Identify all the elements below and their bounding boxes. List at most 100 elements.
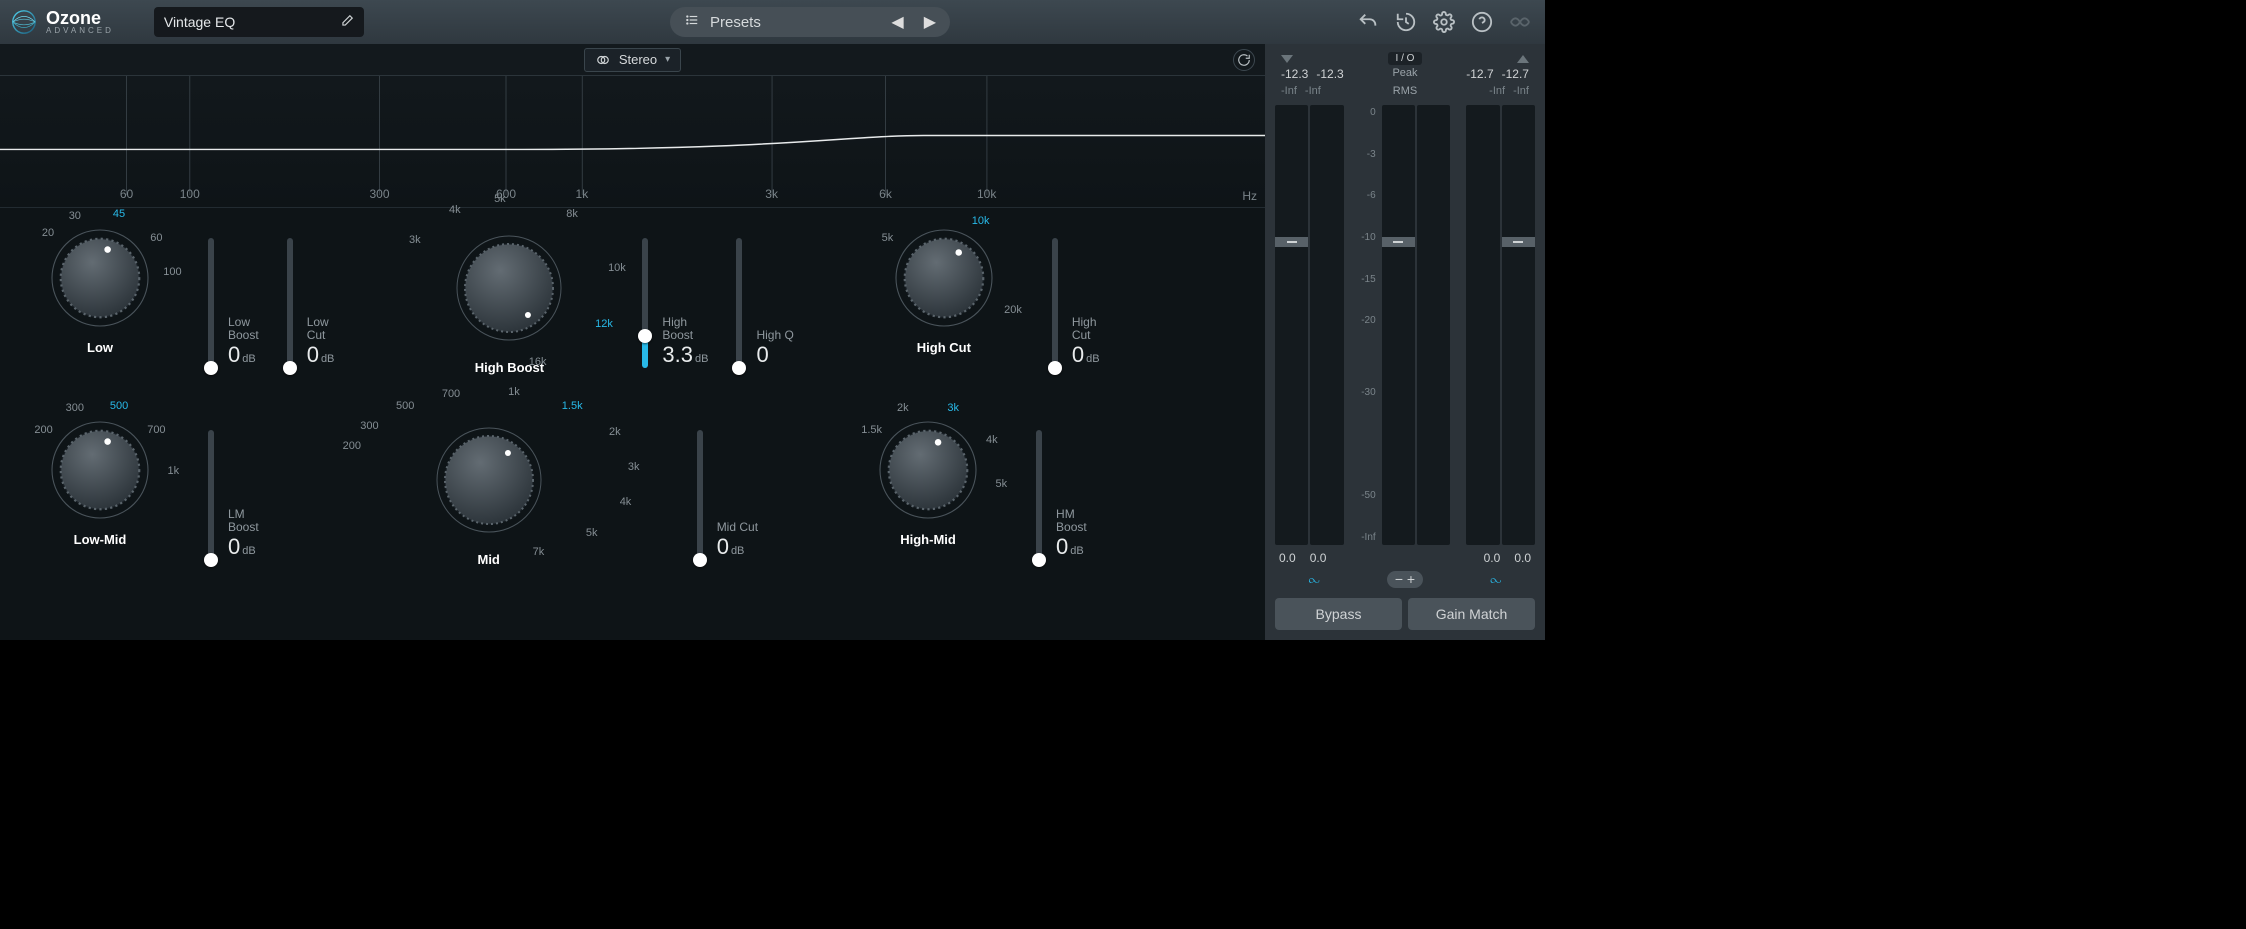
- out-peak-l: -12.7: [1466, 67, 1493, 81]
- settings-button[interactable]: [1433, 11, 1455, 33]
- out-peak-r: -12.7: [1502, 67, 1529, 81]
- preset-next-button[interactable]: ▶: [924, 12, 936, 32]
- meters: 0-3-6-10-15-20-30-50-Inf: [1275, 99, 1535, 551]
- slider-value: 0dB: [717, 534, 758, 560]
- slider-high-q: High Q 0: [728, 218, 793, 368]
- out-link-button[interactable]: ⧜: [1490, 571, 1501, 588]
- freq-tick: 6k: [879, 187, 892, 201]
- bypass-button[interactable]: Bypass: [1275, 598, 1402, 630]
- slider-title: HighCut: [1072, 316, 1100, 342]
- knob-low-mid[interactable]: Low-Mid2003005007001k: [20, 410, 180, 570]
- in-meter-l[interactable]: [1275, 105, 1308, 545]
- channel-mode-text: Stereo: [619, 52, 657, 67]
- frequency-axis: 601003006001k3k6k10k: [0, 187, 1265, 203]
- out2-meter-r[interactable]: [1502, 105, 1535, 545]
- spectrum-display[interactable]: 601003006001k3k6k10k Hz: [0, 76, 1265, 208]
- knob-tick: 100: [163, 266, 181, 278]
- gain-match-button[interactable]: Gain Match: [1408, 598, 1535, 630]
- controls-row-2: Low-Mid2003005007001k LMBoost 0dB Mid 200…: [20, 410, 1245, 590]
- slider-track[interactable]: [1044, 238, 1066, 368]
- app-root: Ozone ADVANCED Vintage EQ Presets ◀ ▶: [0, 0, 1545, 640]
- knob-tick: 5k: [494, 193, 506, 205]
- preset-name-field[interactable]: Vintage EQ: [154, 7, 364, 37]
- topbar: Ozone ADVANCED Vintage EQ Presets ◀ ▶: [0, 0, 1545, 44]
- knob-label: Mid: [477, 552, 499, 567]
- knob-label: High-Mid: [900, 532, 956, 547]
- slider-track[interactable]: [200, 238, 222, 368]
- chevron-down-icon: ▾: [665, 54, 670, 65]
- brand-subtitle: ADVANCED: [46, 27, 114, 35]
- brand-logo-icon: [10, 8, 38, 36]
- peak-label: Peak: [1392, 67, 1417, 81]
- slider-value: 0dB: [1072, 342, 1100, 368]
- history-button[interactable]: [1395, 11, 1417, 33]
- edit-icon[interactable]: [340, 14, 354, 31]
- io-label[interactable]: I / O: [1388, 52, 1423, 65]
- slider-title: Mid Cut: [717, 521, 758, 534]
- knob-tick: 3k: [409, 234, 421, 246]
- help-button[interactable]: [1471, 11, 1493, 33]
- slider-title: HMBoost: [1056, 508, 1087, 534]
- knob-low[interactable]: Low20304560100: [20, 218, 180, 378]
- polarity-button[interactable]: − +: [1387, 571, 1423, 588]
- knob-tick: 300: [360, 420, 378, 432]
- izotope-icon[interactable]: [1509, 11, 1531, 33]
- slider-track[interactable]: [634, 238, 656, 368]
- in-link-button[interactable]: ⧜: [1308, 571, 1319, 588]
- preset-browser[interactable]: Presets ◀ ▶: [670, 7, 950, 37]
- knob-tick: 1.5k: [562, 400, 583, 412]
- out-meter-r[interactable]: [1417, 105, 1450, 545]
- knob-tick: 12k: [595, 318, 613, 330]
- slider-track[interactable]: [279, 238, 301, 368]
- undo-button[interactable]: [1357, 11, 1379, 33]
- knob-tick: 5k: [882, 232, 894, 244]
- slider-track[interactable]: [1028, 430, 1050, 560]
- channel-row: Stereo ▾: [0, 44, 1265, 76]
- slider-track[interactable]: [200, 430, 222, 560]
- knob-high-cut[interactable]: High Cut5k10k20k: [864, 218, 1024, 378]
- slider-high-cut: HighCut 0dB: [1044, 218, 1100, 368]
- output-collapse-icon[interactable]: [1517, 55, 1529, 63]
- knob-tick: 300: [66, 402, 84, 414]
- slider-lm-boost: LMBoost 0dB: [200, 410, 259, 560]
- knob-tick: 700: [442, 388, 460, 400]
- freq-tick: 1k: [576, 187, 589, 201]
- preset-prev-button[interactable]: ◀: [891, 12, 903, 32]
- out-rms-l: -Inf: [1489, 85, 1505, 97]
- out2-meter-l[interactable]: [1466, 105, 1499, 545]
- knob-tick: 5k: [586, 527, 598, 539]
- slider-track[interactable]: [728, 238, 750, 368]
- input-collapse-icon[interactable]: [1281, 55, 1293, 63]
- slider-value: 0dB: [1056, 534, 1087, 560]
- in-rms-l: -Inf: [1281, 85, 1297, 97]
- knob-high-boost[interactable]: High Boost3k4k5k8k10k12k16k: [404, 218, 614, 378]
- slider-value: 0dB: [307, 342, 335, 368]
- slider-value: 0dB: [228, 342, 259, 368]
- reset-curve-button[interactable]: [1233, 49, 1255, 71]
- knob-tick: 4k: [449, 204, 461, 216]
- slider-track[interactable]: [689, 430, 711, 560]
- freq-tick: 100: [180, 187, 200, 201]
- knob-tick: 20: [42, 227, 54, 239]
- knob-tick: 200: [34, 424, 52, 436]
- brand-title: Ozone: [46, 9, 114, 27]
- in-peak-r: -12.3: [1316, 67, 1343, 81]
- channel-mode-select[interactable]: Stereo ▾: [584, 48, 681, 72]
- slider-mid-cut: Mid Cut 0dB: [689, 410, 758, 560]
- slider-high-boost: HighBoost 3.3dB: [634, 218, 708, 368]
- out-gain-l: 0.0: [1484, 551, 1501, 565]
- in-gain-r: 0.0: [1310, 551, 1327, 565]
- knob-tick: 4k: [620, 496, 632, 508]
- out-rms-r: -Inf: [1513, 85, 1529, 97]
- meter-scale: 0-3-6-10-15-20-30-50-Inf: [1348, 105, 1378, 545]
- out-meter-l[interactable]: [1382, 105, 1415, 545]
- knob-mid[interactable]: Mid2003005007001k1.5k2k3k4k5k7k: [349, 410, 629, 570]
- spectrum-grid: [127, 76, 987, 195]
- knob-tick: 3k: [947, 402, 959, 414]
- knob-high-mid[interactable]: High-Mid1.5k2k3k4k5k: [848, 410, 1008, 570]
- in-meter-r[interactable]: [1310, 105, 1343, 545]
- topbar-actions: [1357, 11, 1531, 33]
- knob-tick: 7k: [533, 546, 545, 558]
- knob-tick: 500: [396, 400, 414, 412]
- freq-tick: 10k: [977, 187, 996, 201]
